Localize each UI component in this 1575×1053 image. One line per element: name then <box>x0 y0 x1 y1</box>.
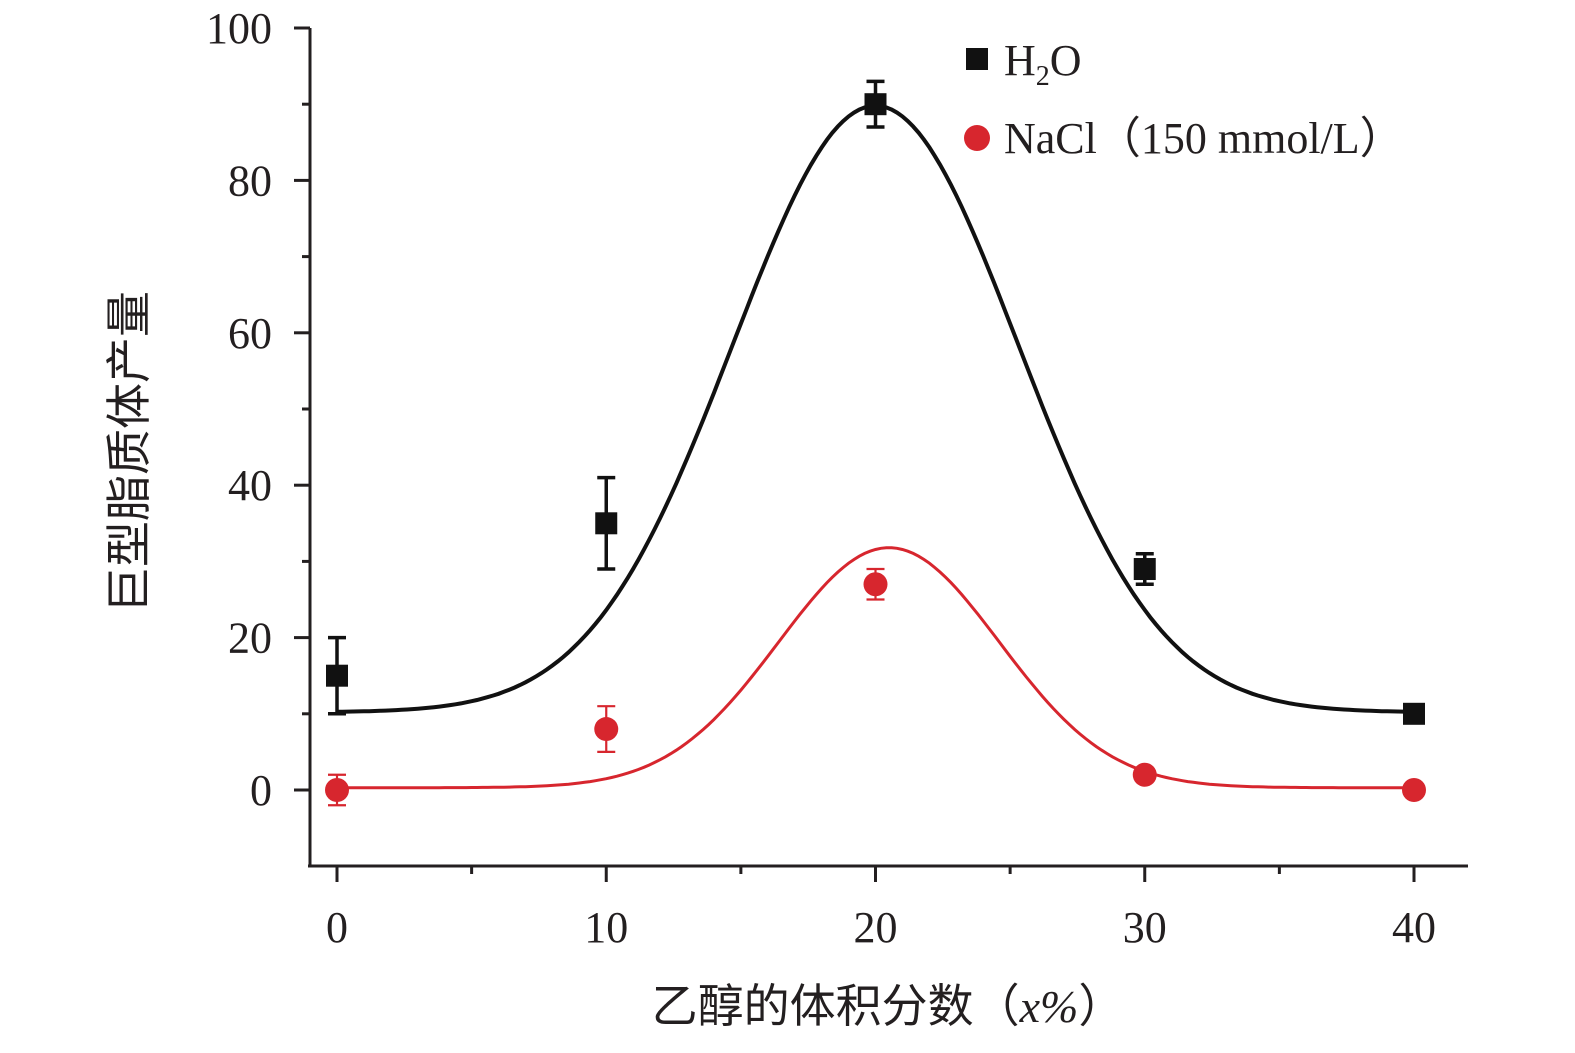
point-1-0 <box>325 778 349 802</box>
axes <box>308 28 1468 868</box>
legend-label-nacl: NaCl（150 mmol/L） <box>1004 114 1404 163</box>
x-tick-label-0: 0 <box>326 903 348 952</box>
x-axis-title: 乙醇的体积分数（x%） <box>652 981 1125 1032</box>
point-1-4 <box>1402 778 1426 802</box>
x-axis-title-text: 乙醇的体积分数（ <box>652 981 1020 1032</box>
x-axis-title-var: x% <box>1019 981 1079 1032</box>
y-tick-label-40: 40 <box>228 461 272 510</box>
y-tick-label-20: 20 <box>228 614 272 663</box>
fit-curve-1 <box>337 546 1414 790</box>
tick-labels: 0 20 40 60 80 100 0 10 20 30 40 <box>206 4 1436 952</box>
legend-label-h2o: H2O <box>1004 36 1082 92</box>
fit-curve-0 <box>336 103 1415 714</box>
y-axis-title: 巨型脂质体产量 <box>104 291 155 613</box>
x-axis-title-close: ） <box>1078 981 1124 1032</box>
point-0-2 <box>864 93 887 116</box>
x-tick-label-40: 40 <box>1392 903 1436 952</box>
point-0-4 <box>1403 702 1425 725</box>
point-1-2 <box>863 572 888 597</box>
point-1-1 <box>594 717 619 742</box>
x-tick-label-30: 30 <box>1123 903 1167 952</box>
fit-curves <box>336 103 1415 790</box>
x-tick-label-20: 20 <box>854 903 898 952</box>
y-tick-label-80: 80 <box>228 156 272 205</box>
legend: H2O NaCl（150 mmol/L） <box>964 36 1404 163</box>
point-0-3 <box>1133 558 1156 581</box>
x-tick-label-10: 10 <box>584 903 628 952</box>
y-tick-label-60: 60 <box>228 309 272 358</box>
ticks <box>294 26 1416 882</box>
legend-marker-h2o <box>966 48 988 70</box>
point-0-1 <box>595 512 618 535</box>
point-0-0 <box>326 664 348 687</box>
y-tick-label-0: 0 <box>250 766 272 815</box>
point-1-3 <box>1132 762 1157 787</box>
y-tick-label-100: 100 <box>206 4 272 53</box>
legend-marker-nacl <box>964 125 990 151</box>
data-markers <box>325 93 1426 802</box>
